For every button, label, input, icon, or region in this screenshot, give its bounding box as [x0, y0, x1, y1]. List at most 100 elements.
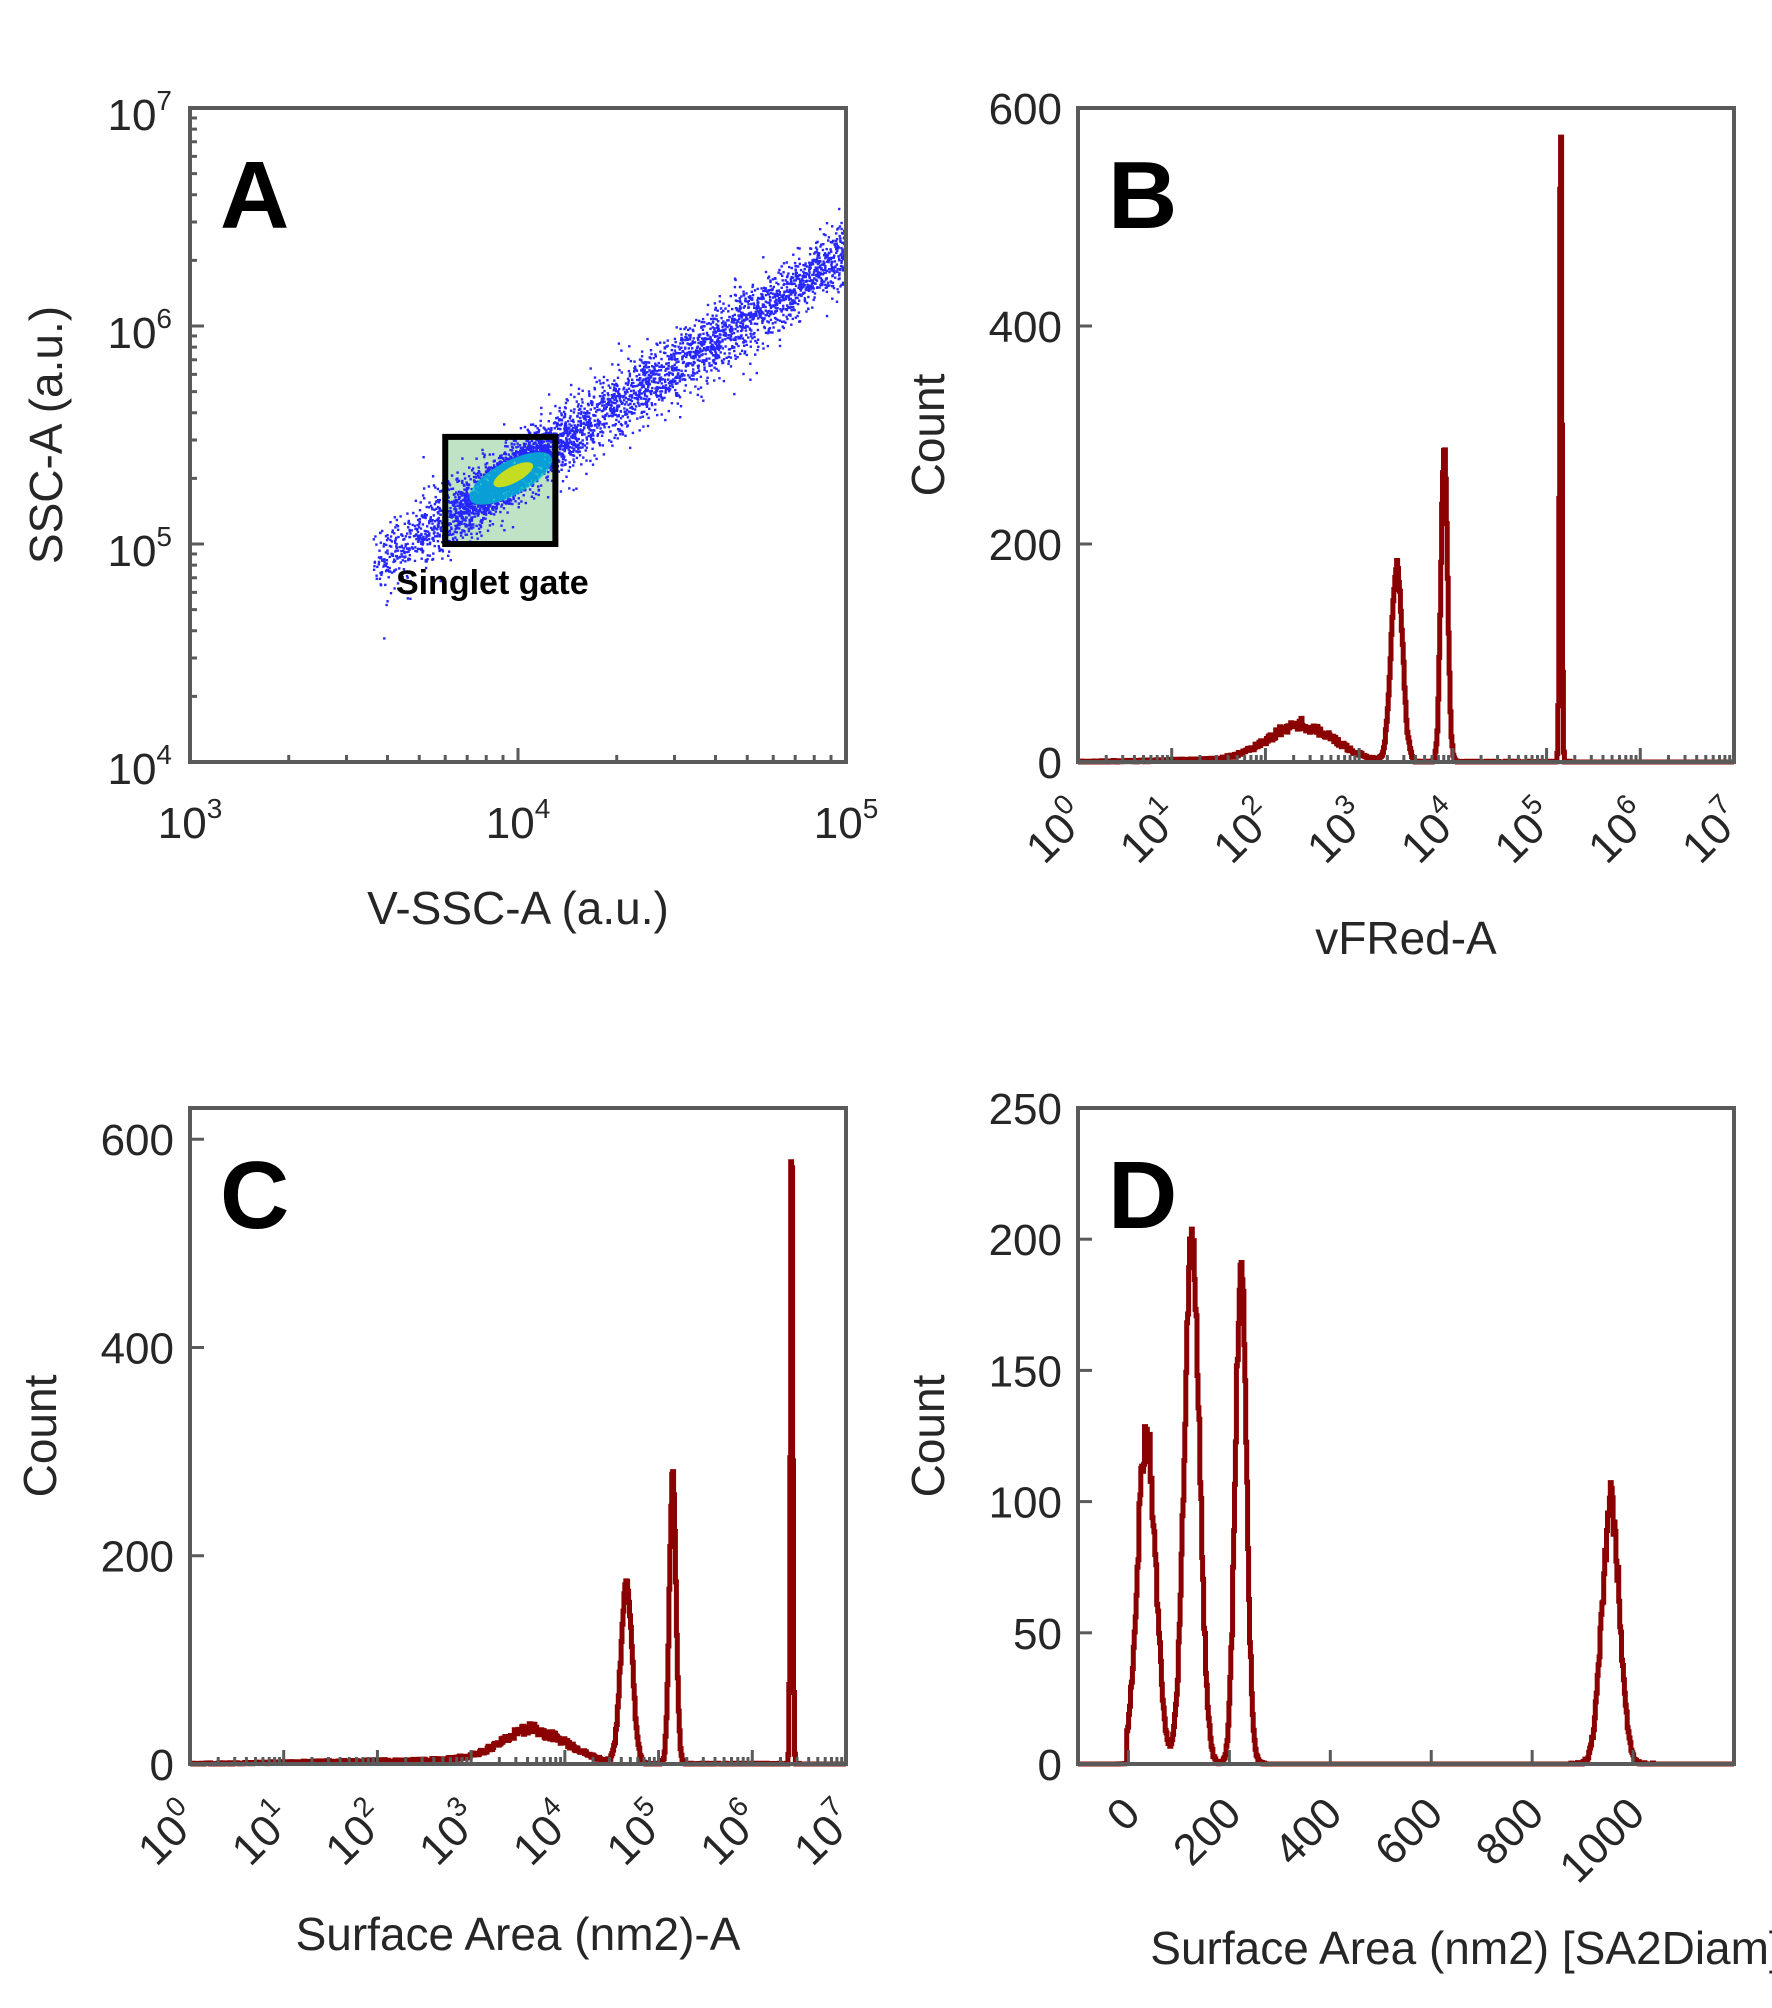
scatter-point	[613, 408, 616, 412]
scatter-point	[672, 378, 675, 381]
scatter-point	[419, 501, 422, 504]
scatter-point	[753, 304, 756, 307]
scatter-point	[456, 504, 459, 507]
scatter-point	[799, 279, 803, 283]
scatter-point	[656, 364, 659, 367]
scatter-point	[607, 384, 610, 387]
scatter-point	[581, 389, 584, 392]
scatter-point	[725, 356, 728, 359]
scatter-point	[713, 327, 716, 330]
scatter-point	[628, 419, 631, 422]
scatter-point	[570, 428, 574, 431]
scatter-point	[574, 433, 577, 436]
scatter-point	[479, 510, 482, 513]
scatter-point	[431, 475, 435, 478]
scatter-point	[606, 392, 609, 395]
scatter-point	[573, 408, 576, 411]
scatter-point	[602, 375, 606, 379]
scatter-point	[660, 364, 663, 367]
scatter-point	[556, 416, 559, 419]
scatter-point	[650, 352, 653, 356]
scatter-point	[450, 527, 453, 531]
scatter-point	[739, 321, 742, 325]
scatter-point	[762, 312, 765, 315]
scatter-point	[447, 488, 451, 491]
scatter-point	[567, 469, 570, 472]
scatter-point	[822, 243, 825, 246]
scatter-point	[643, 365, 646, 368]
scatter-point	[433, 544, 436, 548]
scatter-point	[468, 521, 471, 524]
scatter-point	[687, 374, 690, 377]
scatter-point	[568, 423, 571, 426]
scatter-point	[744, 350, 747, 353]
scatter-point	[812, 271, 816, 274]
scatter-point	[645, 405, 649, 408]
scatter-point	[749, 362, 752, 365]
scatter-point	[614, 398, 618, 401]
scatter-point	[778, 298, 781, 301]
scatter-point	[674, 345, 677, 348]
scatter-point	[680, 336, 683, 340]
scatter-point	[457, 511, 461, 514]
scatter-point	[793, 301, 797, 304]
scatter-point	[700, 395, 703, 398]
scatter-point	[470, 506, 473, 510]
scatter-point	[841, 266, 844, 270]
scatter-point	[681, 378, 684, 381]
scatter-point	[797, 311, 801, 314]
scatter-point	[645, 381, 648, 384]
scatter-point	[840, 255, 844, 258]
scatter-point	[465, 516, 468, 519]
scatter-point	[824, 253, 828, 256]
scatter-point	[738, 285, 742, 289]
scatter-point	[568, 426, 571, 429]
scatter-point	[463, 477, 467, 480]
scatter-point	[739, 307, 742, 310]
scatter-point	[677, 360, 680, 363]
scatter-point	[799, 268, 803, 272]
scatter-point	[663, 386, 666, 389]
scatter-point	[427, 485, 431, 488]
scatter-point	[456, 480, 459, 483]
scatter-point	[591, 447, 594, 450]
scatter-point	[650, 389, 653, 393]
scatter-point	[629, 359, 633, 363]
scatter-point	[623, 394, 626, 398]
scatter-point	[470, 532, 473, 536]
scatter-point	[713, 366, 716, 369]
scatter-point	[421, 543, 424, 546]
scatter-point	[724, 334, 727, 338]
scatter-point	[395, 536, 398, 540]
scatter-point	[506, 511, 509, 514]
scatter-point	[623, 399, 626, 402]
scatter-point	[433, 520, 437, 523]
scatter-point	[615, 409, 619, 412]
scatter-point	[755, 312, 758, 316]
scatter-point	[710, 369, 713, 372]
scatter-point	[460, 517, 463, 520]
scatter-point	[419, 527, 423, 530]
scatter-point	[661, 378, 665, 381]
scatter-point	[733, 349, 736, 353]
scatter-point	[778, 293, 781, 296]
scatter-point	[734, 278, 737, 282]
scatter-point	[565, 437, 568, 440]
scatter-point	[593, 419, 596, 422]
scatter-point	[498, 460, 502, 464]
scatter-point	[648, 378, 651, 382]
scatter-point	[385, 603, 388, 607]
scatter-point	[583, 444, 587, 447]
scatter-point	[808, 271, 811, 274]
scatter-point	[650, 374, 653, 377]
scatter-point	[749, 345, 752, 348]
scatter-point	[821, 269, 824, 272]
scatter-point	[751, 293, 755, 297]
scatter-point	[514, 500, 517, 503]
scatter-point	[648, 369, 651, 372]
scatter-point	[500, 524, 503, 527]
scatter-point	[575, 400, 578, 403]
scatter-point	[576, 405, 580, 408]
scatter-point	[663, 378, 667, 381]
scatter-point	[816, 240, 819, 244]
